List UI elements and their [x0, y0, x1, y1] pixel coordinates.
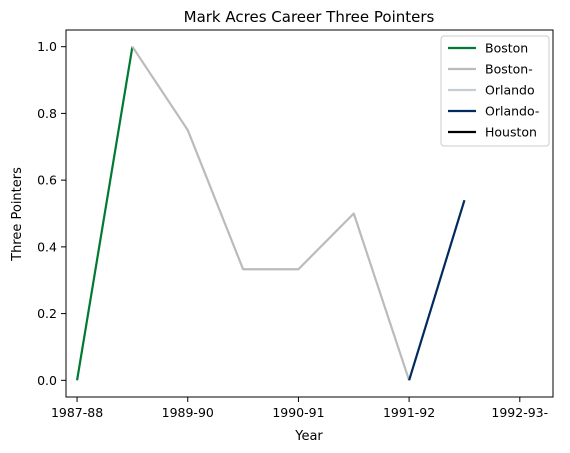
legend-label-2: Orlando — [485, 83, 535, 98]
x-tick-label: 1987-88 — [51, 405, 103, 420]
y-tick-label: 0.8 — [37, 106, 57, 121]
legend-label-3: Orlando- — [485, 104, 539, 119]
x-tick-label: 1991-92 — [383, 405, 435, 420]
legend-box — [440, 35, 550, 147]
y-tick-label: 0.0 — [37, 373, 57, 388]
y-tick-label: 1.0 — [37, 39, 57, 54]
chart-title: Mark Acres Career Three Pointers — [184, 8, 435, 26]
legend-label-4: Houston — [485, 125, 537, 140]
series-line-1 — [131, 46, 411, 381]
series-line-3 — [408, 199, 466, 381]
series-layer — [75, 46, 466, 381]
x-tick-label: 1989-90 — [162, 405, 214, 420]
legend-label-1: Boston- — [485, 62, 533, 77]
x-tick-label: 1990-91 — [272, 405, 324, 420]
x-axis-title: Year — [294, 429, 323, 444]
legend: Boston Boston- Orlando Orlando- Houston — [440, 35, 550, 147]
y-axis-title: Three Pointers — [10, 167, 25, 262]
y-axis: 0.0 0.2 0.4 0.6 0.8 1.0 — [37, 39, 66, 388]
x-tick-label: 1992-93- — [491, 405, 548, 420]
y-tick-label: 0.6 — [37, 173, 57, 188]
series-line-0 — [75, 46, 134, 381]
y-tick-label: 0.2 — [37, 306, 57, 321]
y-tick-label: 0.4 — [37, 239, 57, 254]
x-axis: 1987-88 1989-90 1990-91 1991-92 1992-93- — [51, 397, 548, 420]
legend-label-0: Boston — [485, 41, 528, 56]
